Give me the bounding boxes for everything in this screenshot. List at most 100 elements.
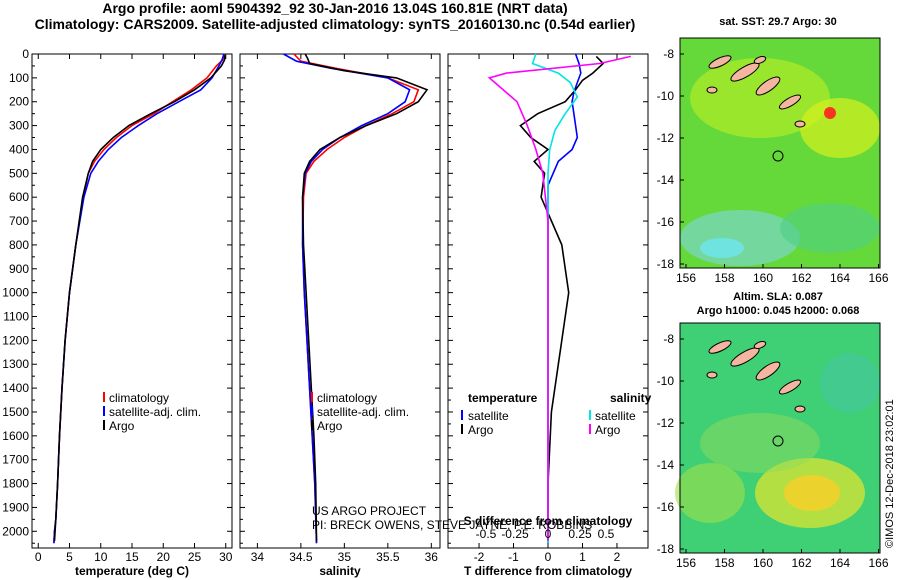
x-tick-label: 0 [545, 550, 552, 564]
series-line-t-satellite [547, 53, 582, 544]
salinity-xlabel: salinity [319, 564, 361, 578]
legend-label: climatology [109, 391, 169, 405]
legend-label: satellite-adj. clim. [317, 405, 409, 419]
series-line-climatology [293, 53, 420, 544]
map-lat-label: -16 [657, 215, 675, 229]
map-field-patch [820, 353, 880, 413]
sst-map [679, 37, 881, 269]
map-lat-label: -8 [663, 47, 674, 61]
legend-label: Argo [317, 419, 343, 433]
legend-label: satellite [468, 409, 509, 423]
island [778, 379, 802, 395]
island [730, 62, 760, 82]
y-tick-label: 1100 [3, 310, 29, 324]
y-tick-label: 1000 [2, 286, 29, 300]
x-tick-label: 34 [251, 550, 265, 564]
x-tick-label: 30 [219, 550, 233, 564]
map-field-patch [700, 238, 744, 258]
island [794, 405, 806, 413]
legend-group-temperature: temperature [468, 391, 538, 405]
map-lat-label: -8 [663, 332, 674, 346]
map-field-patch [700, 413, 820, 473]
map-lon-label: 160 [753, 556, 773, 570]
map-lon-label: 156 [676, 556, 696, 570]
y-tick-label: 1200 [2, 333, 29, 347]
salinity-diff-tick-label: -0.25 [501, 527, 529, 541]
x-tick-label: 36 [425, 550, 439, 564]
x-tick-label: 2 [614, 550, 621, 564]
series-line-s-argo [487, 55, 631, 541]
y-tick-label: 1500 [2, 405, 29, 419]
island [755, 76, 781, 96]
y-tick-label: 300 [9, 119, 29, 133]
x-tick-label: -2 [474, 550, 485, 564]
x-tick-label: 34.5 [289, 550, 313, 564]
y-tick-label: 200 [9, 95, 29, 109]
map-field-patch [680, 210, 800, 266]
map-lat-label: -14 [657, 173, 675, 187]
legend-label: Argo [595, 423, 621, 437]
y-tick-label: 900 [9, 262, 29, 276]
island [794, 120, 806, 128]
map-lat-label: -18 [657, 542, 675, 556]
legend-label: satellite-adj. clim. [109, 405, 201, 419]
map-lon-label: 158 [714, 556, 734, 570]
x-tick-label: 20 [157, 550, 171, 564]
island [753, 56, 767, 64]
island [730, 347, 760, 367]
island [755, 361, 781, 381]
salinity-frame [239, 53, 441, 549]
argo-position-marker [772, 150, 784, 162]
legend-label: Argo [109, 419, 135, 433]
map-lat-label: -10 [657, 374, 675, 388]
y-tick-label: 1400 [2, 381, 29, 395]
map-lat-label: -16 [657, 500, 675, 514]
map-field-patch [784, 475, 840, 511]
y-tick-label: 1600 [2, 429, 29, 443]
map-lon-label: 158 [714, 271, 734, 285]
map-lat-label: -10 [657, 89, 675, 103]
map-field-patch [824, 107, 836, 119]
x-tick-label: 10 [94, 550, 108, 564]
legend-label: Argo [468, 423, 494, 437]
legend-label: climatology [317, 391, 377, 405]
plot-title-line2: Climatology: CARS2009. Satellite-adjuste… [34, 16, 636, 32]
x-tick-label: 0 [35, 550, 42, 564]
legend-label: satellite [595, 409, 636, 423]
sla-map-title1: Altim. SLA: 0.087 [733, 291, 823, 303]
series-line-argo [301, 53, 429, 541]
map-field-patch [690, 58, 830, 138]
x-tick-label: 35 [338, 550, 352, 564]
salinity-diff-tick-label: 0.25 [568, 527, 592, 541]
island [706, 371, 718, 379]
argo-position-marker [772, 435, 784, 447]
sst-map-frame [679, 37, 881, 269]
sst-map-title: sat. SST: 29.7 Argo: 30 [719, 16, 837, 28]
series-line-satellite-adj--clim- [283, 53, 411, 544]
map-field-patch [675, 463, 745, 523]
salinity-diff-tick-label: 0.5 [598, 527, 615, 541]
map-lon-label: 160 [753, 271, 773, 285]
y-tick-label: 1900 [2, 500, 29, 514]
map-lat-label: -18 [657, 257, 675, 271]
map-lat-label: -12 [657, 416, 675, 430]
series-line-s-satellite [531, 53, 579, 544]
difference-panel [447, 53, 649, 549]
sla-map-frame [679, 322, 881, 554]
y-tick-label: 0 [22, 47, 29, 61]
x-tick-label: 5 [66, 550, 73, 564]
salinity-diff-xlabel: S difference from climatology [464, 514, 633, 528]
series-line-climatology [53, 53, 226, 544]
credit-pi: PI: BRECK OWENS, STEVE JAYNE, P.E. ROBBI… [312, 518, 592, 532]
map-field-patch [780, 203, 880, 253]
y-tick-label: 600 [9, 190, 29, 204]
salinity-diff-tick-label: 0 [545, 527, 552, 541]
x-tick-label: 1 [579, 550, 586, 564]
salinity-diff-tick-label: -0.5 [476, 527, 497, 541]
island [708, 55, 732, 69]
y-tick-label: 1800 [2, 477, 29, 491]
island [778, 94, 802, 110]
legend-group-salinity: salinity [610, 391, 652, 405]
sla-map [675, 322, 881, 554]
